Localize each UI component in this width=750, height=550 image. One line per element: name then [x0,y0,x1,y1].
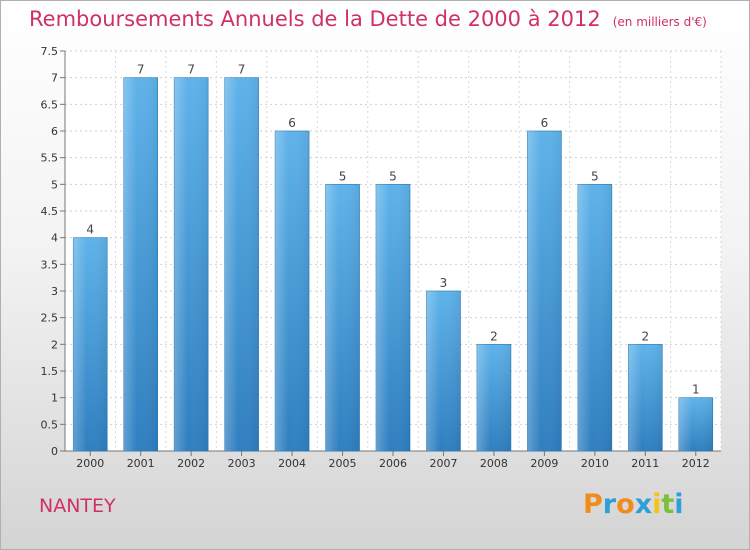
x-tick-label: 2004 [278,457,306,470]
y-tick-label: 4.5 [41,205,59,218]
bar-shine [577,184,612,452]
logo-letter: i [674,489,684,520]
data-label: 7 [187,63,195,77]
bar-shine [174,77,209,452]
y-tick-label: 2.5 [41,312,59,325]
logo-letter: x [634,489,653,520]
logo-letter: t [661,489,675,520]
y-tick-label: 6 [51,125,58,138]
x-tick-label: 2011 [631,457,659,470]
y-tick-label: 5 [51,178,58,191]
bar-shine [275,131,310,451]
data-label: 2 [490,329,498,343]
logo-letter: i [652,489,662,520]
chart-title-bar: Remboursements Annuels de la Dette de 20… [29,7,707,31]
data-label: 5 [591,169,599,183]
x-tick-label: 2001 [127,457,155,470]
proxiti-logo: Proxiti [583,489,684,520]
y-tick-label: 1 [51,392,58,405]
y-tick-label: 0 [51,445,58,458]
bar-shine [73,237,108,451]
bar-shine [224,77,259,452]
x-tick-label: 2007 [429,457,457,470]
chart-title: Remboursements Annuels de la Dette de 20… [29,7,601,31]
bar-shine [476,344,511,451]
bar-shine [628,344,663,451]
x-tick-label: 2010 [581,457,609,470]
x-tick-label: 2005 [329,457,357,470]
bar-shine [376,184,410,452]
x-tick-label: 2006 [379,457,407,470]
data-label: 1 [692,383,700,397]
y-tick-label: 6.5 [41,98,59,111]
logo-letter: P [583,489,603,520]
y-tick-label: 3.5 [41,258,59,271]
data-label: 6 [541,116,549,130]
y-tick-label: 0.5 [41,418,59,431]
data-label: 6 [288,116,296,130]
place-name: NANTEY [39,495,116,517]
chart-unit-note: (en milliers d'€) [612,15,707,29]
x-tick-label: 2000 [76,457,104,470]
y-tick-label: 4 [51,232,58,245]
x-tick-label: 2003 [228,457,256,470]
x-tick-label: 2009 [530,457,558,470]
data-label: 7 [137,63,145,77]
logo-letter: o [616,489,635,520]
y-tick-label: 3 [51,285,58,298]
data-label: 2 [641,329,649,343]
data-label: 5 [339,169,347,183]
y-tick-label: 2 [51,338,58,351]
y-tick-label: 7.5 [41,45,59,58]
x-tick-label: 2012 [682,457,710,470]
logo-letter: r [602,489,617,520]
y-tick-label: 7 [51,72,58,85]
bar-shine [426,291,461,451]
bar-shine [325,184,360,452]
data-label: 5 [389,169,397,183]
bar-shine [678,397,713,451]
bar-shine [527,131,562,451]
x-tick-label: 2002 [177,457,205,470]
data-label: 3 [440,276,448,290]
y-tick-label: 1.5 [41,365,59,378]
data-label: 7 [238,63,246,77]
bar-shine [123,77,158,452]
x-tick-label: 2008 [480,457,508,470]
data-label: 4 [86,223,94,237]
y-tick-label: 5.5 [41,152,59,165]
